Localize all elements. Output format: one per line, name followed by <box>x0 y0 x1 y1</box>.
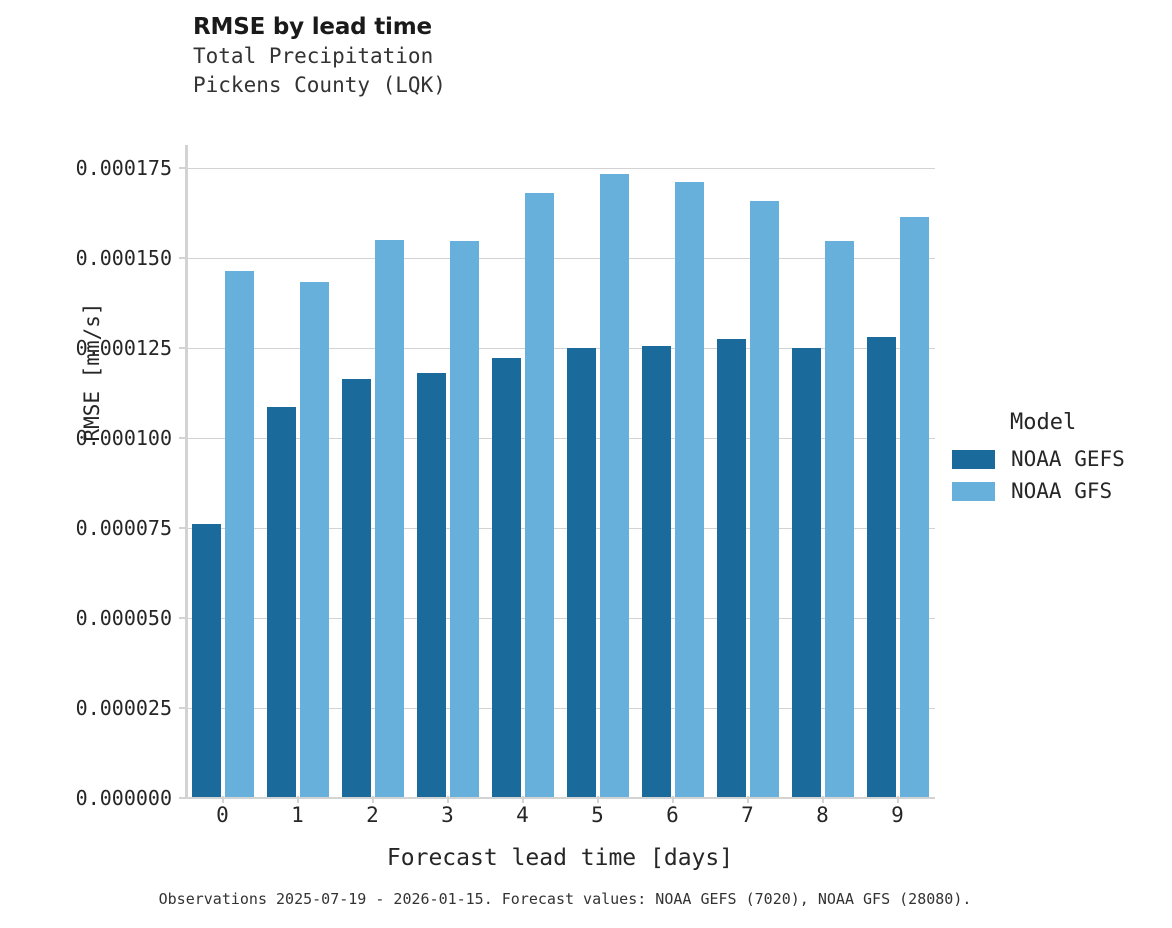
y-axis-tick-label: 0.000025 <box>75 696 172 720</box>
legend-swatch-icon <box>952 481 995 501</box>
y-axis-tick-label: 0.000175 <box>75 156 172 180</box>
x-axis-tick-label: 7 <box>741 803 754 827</box>
x-axis-tick-label: 0 <box>216 803 229 827</box>
gridline <box>185 258 935 259</box>
legend-entries: NOAA GEFS NOAA GFS <box>952 447 1167 503</box>
y-axis-tick-mark <box>179 347 186 349</box>
x-axis-tick-labels: 0 1 2 3 4 5 6 7 8 9 <box>185 796 935 837</box>
bar[interactable] <box>341 378 371 798</box>
y-axis-tick-label: 0.000075 <box>75 516 172 540</box>
y-axis-tick-mark <box>179 797 186 799</box>
plot-area <box>185 145 935 799</box>
bar[interactable] <box>374 240 404 798</box>
gridline <box>185 618 935 619</box>
x-axis-tick-label: 9 <box>891 803 904 827</box>
x-axis-tick-label: 2 <box>366 803 379 827</box>
bar[interactable] <box>899 216 929 798</box>
y-axis-tick-mark <box>179 617 186 619</box>
x-axis-tick-mark <box>296 796 299 803</box>
bar[interactable] <box>674 182 704 798</box>
x-axis-tick-label: 5 <box>591 803 604 827</box>
x-axis-tick-mark <box>746 796 749 803</box>
y-axis-tick-labels: 0.000000 0.000025 0.000050 0.000075 0.000100… <box>0 150 186 810</box>
bar[interactable] <box>599 174 629 798</box>
chart-subtitle-variable: Total Precipitation <box>193 44 434 68</box>
plot-inner <box>185 150 935 798</box>
bar[interactable] <box>566 347 596 798</box>
y-axis-spine <box>185 145 188 798</box>
x-axis-tick-mark <box>371 796 374 803</box>
bar[interactable] <box>449 240 479 798</box>
y-axis-tick-label: 0.000050 <box>75 606 172 630</box>
legend-item[interactable]: NOAA GFS <box>952 479 1167 503</box>
legend-item-label: NOAA GFS <box>1011 479 1113 503</box>
x-axis-tick-label: 3 <box>441 803 454 827</box>
x-axis-tick-mark <box>821 796 824 803</box>
y-axis-tick-label: 0.000000 <box>75 786 172 810</box>
legend-item[interactable]: NOAA GEFS <box>952 447 1167 471</box>
x-axis-tick-label: 1 <box>291 803 304 827</box>
bar[interactable] <box>716 339 746 798</box>
bar[interactable] <box>749 201 779 798</box>
y-axis-tick-mark <box>179 167 186 169</box>
footer-note: Observations 2025-07-19 - 2026-01-15. Fo… <box>158 890 972 908</box>
x-axis-title: Forecast lead time [days] <box>386 845 734 871</box>
x-axis-tick-label: 8 <box>816 803 829 827</box>
chart-subtitle-location: Pickens County (LQK) <box>193 73 446 97</box>
gridline <box>185 348 935 349</box>
bar[interactable] <box>491 358 521 798</box>
x-axis-tick-mark <box>896 796 899 803</box>
bars-layer <box>185 150 935 798</box>
y-axis-tick-label: 0.000100 <box>75 426 172 450</box>
bar[interactable] <box>299 282 329 798</box>
gridline <box>185 438 935 439</box>
x-axis-tick-label: 4 <box>516 803 529 827</box>
bar[interactable] <box>191 524 221 798</box>
bar[interactable] <box>524 193 554 798</box>
gridline <box>185 708 935 709</box>
y-axis-tick-label: 0.000150 <box>75 246 172 270</box>
y-axis-tick-mark <box>179 707 186 709</box>
title-block: RMSE by lead time Total Precipitation Pi… <box>193 12 933 100</box>
bar[interactable] <box>641 346 671 798</box>
x-axis-tick-mark <box>596 796 599 803</box>
bar[interactable] <box>266 407 296 798</box>
x-axis-spine <box>185 797 935 799</box>
bar[interactable] <box>791 348 821 798</box>
bar[interactable] <box>824 240 854 798</box>
y-axis-tick-mark <box>179 437 186 439</box>
gridline <box>185 528 935 529</box>
bar[interactable] <box>224 270 254 798</box>
x-axis-tick-mark <box>221 796 224 803</box>
x-axis-tick-mark <box>671 796 674 803</box>
gridline <box>185 168 935 169</box>
x-axis-tick-mark <box>521 796 524 803</box>
legend-title: Model <box>1010 410 1077 435</box>
x-axis-tick-mark <box>446 796 449 803</box>
y-axis-tick-mark <box>179 527 186 529</box>
legend-swatch-icon <box>952 449 995 469</box>
legend: Model NOAA GEFS NOAA GFS <box>952 410 1167 511</box>
y-axis-tick-label: 0.000125 <box>75 336 172 360</box>
bar[interactable] <box>416 373 446 798</box>
y-axis-tick-mark <box>179 257 186 259</box>
bar[interactable] <box>866 336 896 798</box>
page-title: RMSE by lead time <box>193 14 432 40</box>
x-axis-tick-label: 6 <box>666 803 679 827</box>
legend-item-label: NOAA GEFS <box>1011 447 1125 471</box>
